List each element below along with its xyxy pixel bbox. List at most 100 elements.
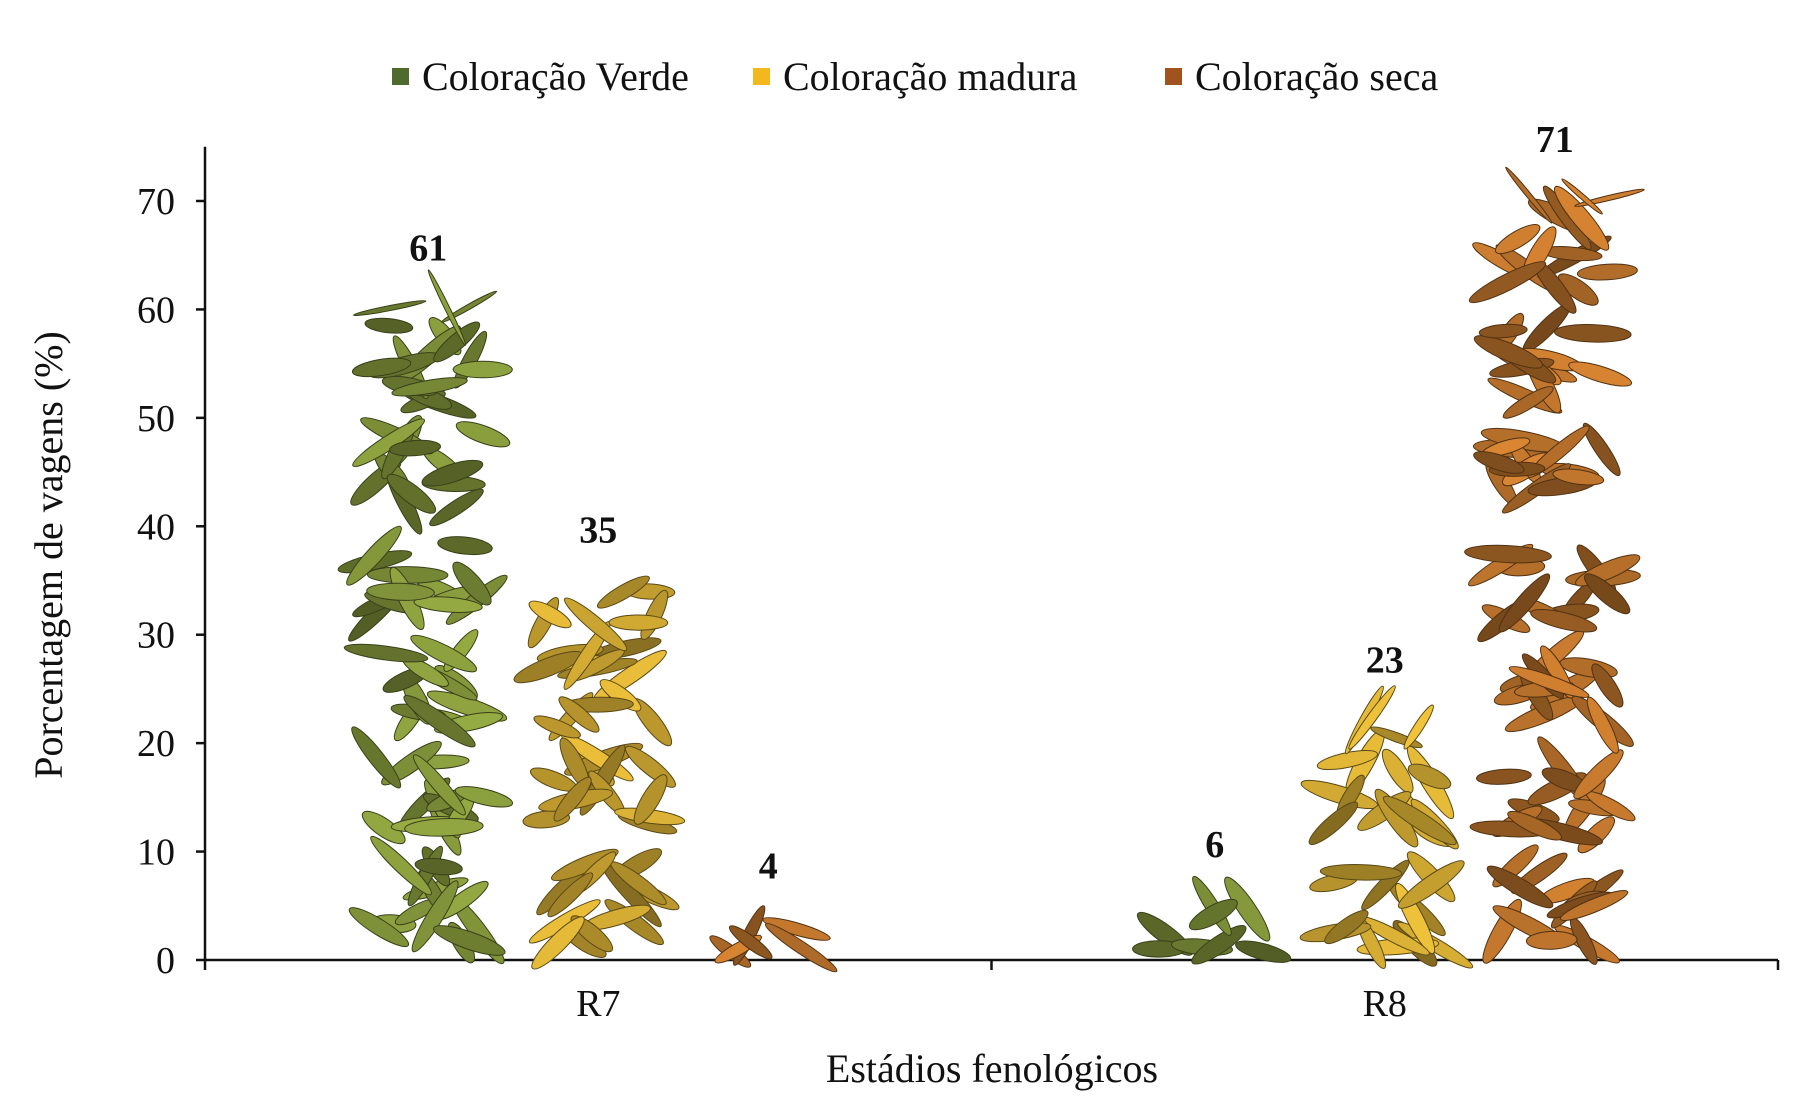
pod-shape <box>1381 748 1414 794</box>
pod-shape <box>1557 273 1599 306</box>
legend-swatch <box>1165 68 1182 85</box>
pod-shape <box>1502 386 1554 419</box>
pod-shape <box>1188 898 1238 931</box>
legend-label: Coloração madura <box>783 54 1078 99</box>
pod-shape <box>403 695 476 748</box>
data-label: 35 <box>579 510 617 552</box>
pod-shape <box>1552 468 1605 486</box>
pod-shape <box>427 269 467 346</box>
pod-shape <box>351 726 402 789</box>
y-tick-label: 0 <box>156 940 175 982</box>
pod-shape <box>1582 422 1621 477</box>
y-tick-label: 10 <box>137 832 175 874</box>
data-label: 4 <box>759 846 778 888</box>
pod-shape <box>386 473 437 514</box>
pod-shape <box>1464 544 1552 564</box>
pod-shape <box>370 835 432 896</box>
pod-shape <box>1486 865 1554 909</box>
pod-shape <box>1527 425 1590 478</box>
pod-shape <box>531 916 585 970</box>
pod-shape <box>1324 909 1369 945</box>
pod-shape <box>346 525 402 586</box>
pod-shape <box>608 614 669 631</box>
data-labels: 61 35 4 6 23 71 <box>409 119 1574 887</box>
pod-shape <box>351 357 412 378</box>
pod-shape <box>366 582 435 601</box>
pod-shape <box>596 575 650 609</box>
pod-shape <box>563 597 628 652</box>
pod-shape <box>1191 925 1247 965</box>
legend-label: Coloração seca <box>1195 54 1438 99</box>
y-tick-label: 50 <box>137 398 175 440</box>
pod-shape <box>367 566 449 584</box>
data-label: 71 <box>1536 119 1574 161</box>
pod-shape <box>1573 749 1624 800</box>
pod-shape <box>441 290 498 323</box>
pod-shape <box>389 439 442 457</box>
legend-swatch <box>392 68 409 85</box>
y-tick-label: 30 <box>137 615 175 657</box>
pod-shape <box>1591 663 1624 708</box>
pod-shape <box>547 872 594 918</box>
pod-shape <box>1559 890 1629 921</box>
pod-shape <box>391 377 468 397</box>
pod-shape <box>1576 263 1638 281</box>
pod-shape <box>404 817 484 837</box>
pod-shape <box>452 561 492 606</box>
pod-shape <box>455 421 511 448</box>
pod-shape <box>1468 261 1547 304</box>
pod-shape <box>1308 801 1359 846</box>
pod-shape <box>437 536 493 556</box>
data-label: 23 <box>1366 640 1404 682</box>
x-tick-label: R8 <box>1363 983 1407 1025</box>
pod-shape <box>452 360 513 379</box>
pod-shape <box>348 907 410 948</box>
pod-shape <box>353 300 427 317</box>
pod-shape <box>764 922 838 973</box>
bar <box>1464 166 1645 965</box>
pod-shape <box>1224 876 1271 942</box>
pod-shape <box>414 857 463 876</box>
pod-shape <box>1530 608 1598 633</box>
pod-shape <box>1319 864 1403 881</box>
pod-shape <box>412 754 466 816</box>
bar <box>337 269 514 965</box>
pod-shape <box>1554 185 1610 251</box>
pod-shape <box>413 596 483 613</box>
data-label: 61 <box>409 228 447 270</box>
pod-shape <box>1507 810 1562 841</box>
data-label: 6 <box>1205 824 1224 866</box>
legend-item: Coloração Verde <box>392 54 689 99</box>
pod-shape <box>364 317 414 334</box>
pod-shape <box>429 488 484 527</box>
legend: Coloração Verde Coloração madura Coloração… <box>392 54 1438 99</box>
pod-shape <box>411 880 459 953</box>
pod-shape <box>410 634 478 673</box>
pod-shape <box>1583 573 1631 615</box>
pod-shape <box>1561 178 1603 215</box>
pod-shape <box>1407 763 1452 790</box>
pod-shape <box>633 774 668 825</box>
y-tick-label: 20 <box>137 723 175 765</box>
pod-shape <box>343 643 429 663</box>
legend-item: Coloração madura <box>753 54 1078 99</box>
bar <box>1299 685 1474 970</box>
pod-shape <box>553 776 592 822</box>
pod-shape <box>361 810 406 845</box>
legend-swatch <box>753 68 770 85</box>
pod-shape <box>1498 573 1551 633</box>
y-tick-label: 70 <box>137 181 175 223</box>
pod-shape <box>533 715 581 739</box>
pod-shape <box>433 321 481 363</box>
pod-shape <box>1382 795 1457 846</box>
pod-shape <box>1586 696 1619 754</box>
pod-shape <box>454 786 514 808</box>
pod-shape <box>528 600 572 629</box>
y-tick-label: 60 <box>137 289 175 331</box>
x-tick-label: R7 <box>576 983 620 1025</box>
pod-shape <box>1478 323 1528 339</box>
bar <box>1132 875 1292 965</box>
bar <box>709 905 838 973</box>
pod-shape <box>1348 685 1396 750</box>
pod-shape <box>1403 704 1434 750</box>
